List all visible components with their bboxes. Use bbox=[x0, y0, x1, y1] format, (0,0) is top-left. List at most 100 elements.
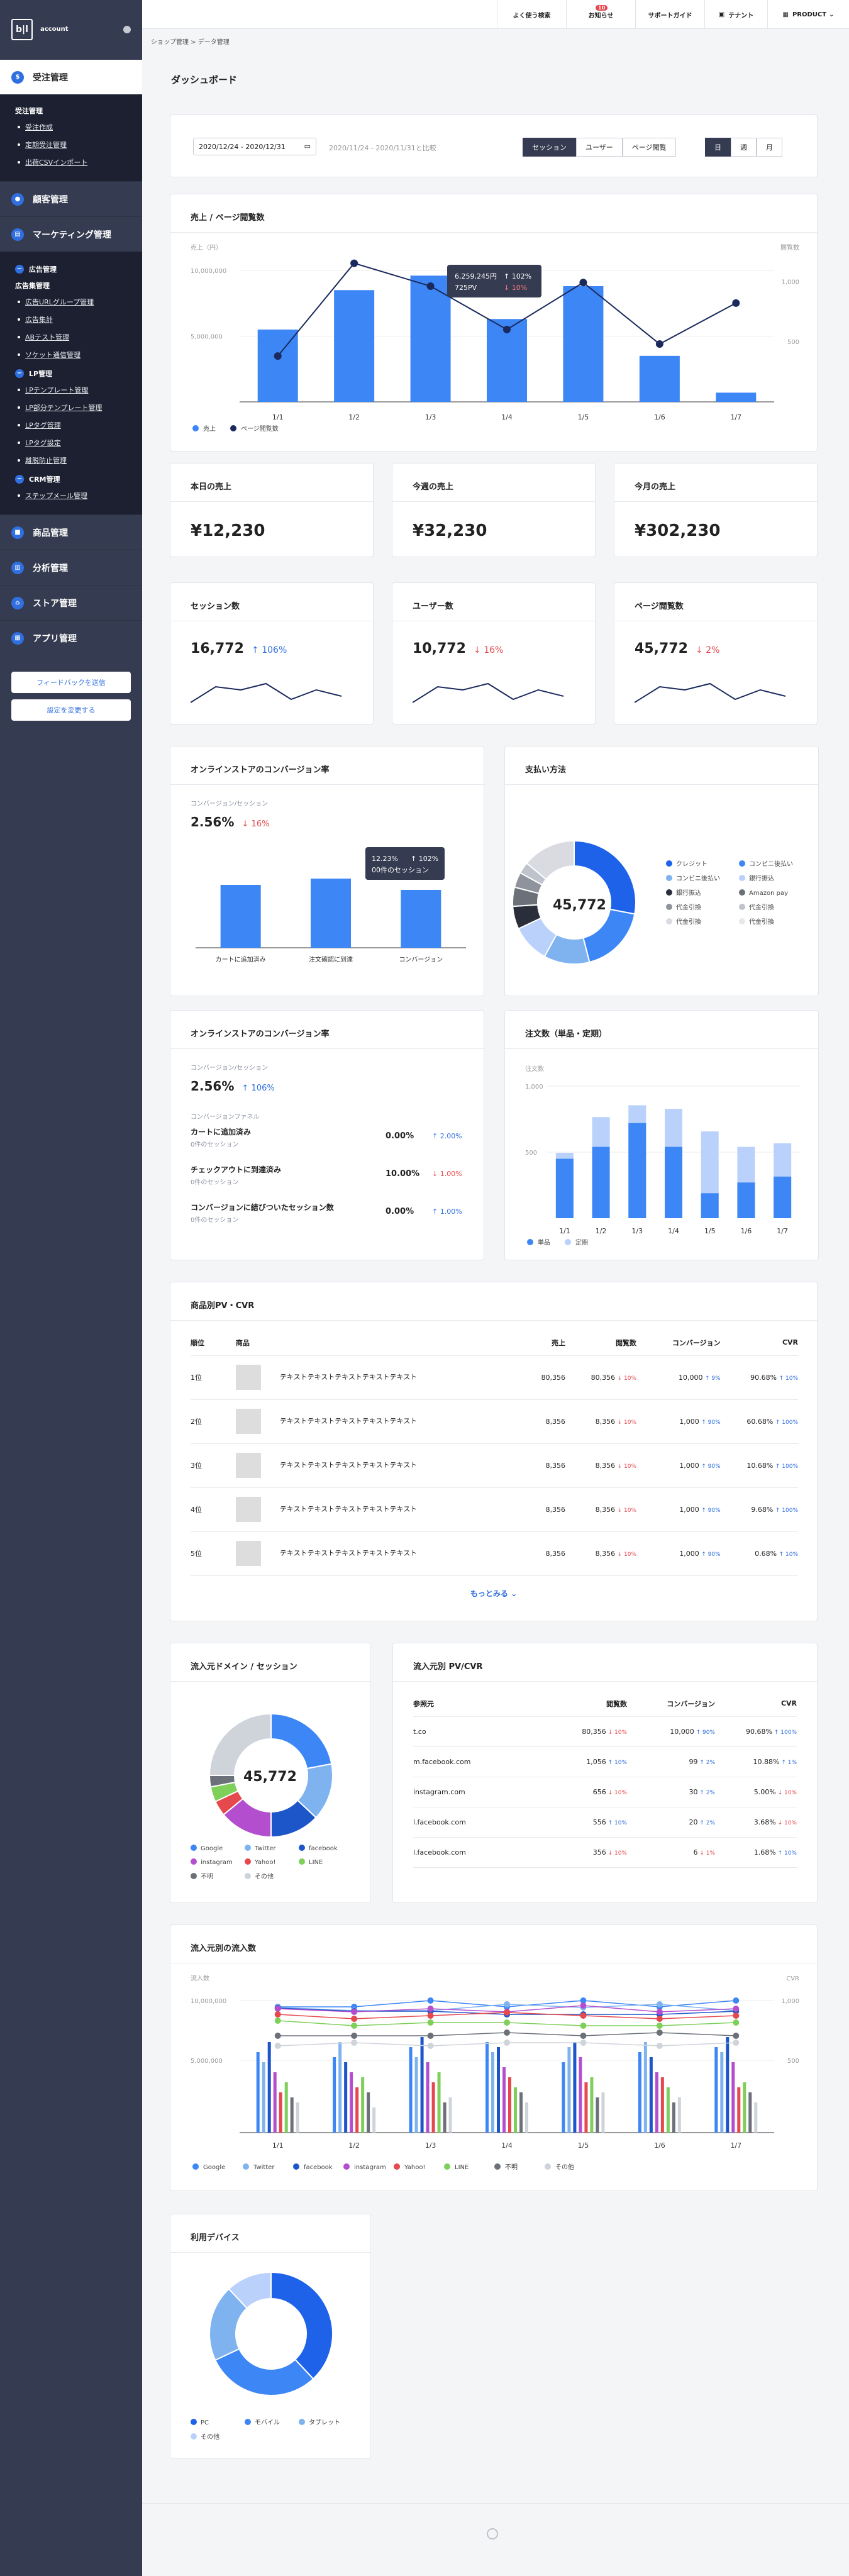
nav-marketing[interactable]: ▤ マーケティング管理 bbox=[0, 216, 142, 252]
table-row[interactable]: 1位 テキストテキストテキストテキストテキスト 80,356 80,356 ↓ 10%… bbox=[191, 1355, 798, 1400]
nav-app[interactable]: ▦ アプリ管理 bbox=[0, 620, 142, 655]
submenu-item[interactable]: 広告集計 bbox=[0, 311, 142, 328]
submenu-item[interactable]: LPテンプレート管理 bbox=[0, 381, 142, 399]
submenu-item[interactable]: 定期受注管理 bbox=[0, 136, 142, 153]
nav-products[interactable]: ■ 商品管理 bbox=[0, 514, 142, 550]
section-lp[interactable]: − LP管理 bbox=[0, 364, 142, 381]
conversion: 1,000 ↑ 90% bbox=[636, 1443, 721, 1488]
cell-value: ↑ 10% bbox=[606, 1759, 627, 1766]
legend-label: 銀行振込 bbox=[676, 890, 701, 897]
frequent-search[interactable]: よく使う検索 bbox=[497, 0, 566, 29]
table-row[interactable]: l.facebook.com 356 ↓ 10% 6 ↓ 1% 1.68% ↑ 10% bbox=[413, 1837, 797, 1868]
metric-label: 今月の売上 bbox=[635, 482, 676, 492]
legend-item: その他 bbox=[191, 2431, 245, 2441]
tab-day[interactable]: 日 bbox=[705, 138, 731, 157]
nav-orders[interactable]: $ 受注管理 bbox=[0, 59, 142, 94]
tab-month[interactable]: 月 bbox=[757, 138, 782, 157]
bar bbox=[754, 2102, 758, 2133]
logo[interactable]: b|l bbox=[11, 19, 33, 40]
metric-label: ページ閲覧数 bbox=[635, 602, 684, 611]
column-header[interactable]: 閲覧数 bbox=[539, 1691, 627, 1717]
submenu-item[interactable]: 広告URLグループ管理 bbox=[0, 293, 142, 311]
page-title: ダッシュボード bbox=[171, 74, 238, 86]
column-header[interactable]: 参照元 bbox=[413, 1691, 539, 1717]
product-switcher[interactable]: ▦ PRODUCT ⌄ bbox=[767, 0, 849, 29]
tab-week[interactable]: 週 bbox=[731, 138, 757, 157]
feedback-button[interactable]: フィードバックを送信 bbox=[11, 672, 131, 693]
column-header[interactable]: CVR bbox=[715, 1691, 797, 1717]
table-row[interactable]: l.facebook.com 556 ↑ 10% 20 ↑ 2% 3.68% ↓ 10… bbox=[413, 1807, 797, 1838]
metric-value: 10,772 bbox=[413, 641, 466, 657]
submenu-item[interactable]: 出荷CSVインポート bbox=[0, 153, 142, 171]
divider bbox=[505, 1048, 818, 1049]
settings-button[interactable]: 設定を変更する bbox=[11, 699, 131, 721]
cell-value: 1,000 bbox=[679, 1417, 699, 1426]
cell-value: ↑ 90% bbox=[694, 1729, 715, 1736]
tooltip-text: 725PV bbox=[455, 284, 477, 292]
legend-item: 代金引換 bbox=[739, 902, 812, 911]
nav-store[interactable]: ⌂ ストア管理 bbox=[0, 585, 142, 620]
submenu-item[interactable]: ソケット通信管理 bbox=[0, 346, 142, 364]
support-guide[interactable]: サポートガイド bbox=[635, 0, 704, 29]
tab-pageview[interactable]: ページ閲覧 bbox=[622, 138, 676, 157]
table-row[interactable]: 4位 テキストテキストテキストテキストテキスト 8,356 8,356 ↓ 10% 1,… bbox=[191, 1487, 798, 1532]
rank: 2位 bbox=[191, 1399, 236, 1444]
column-header[interactable]: 閲覧数 bbox=[565, 1330, 637, 1356]
submenu-item[interactable]: ステップメール管理 bbox=[0, 487, 142, 504]
legend-dot bbox=[293, 2163, 299, 2170]
account-name[interactable]: account bbox=[40, 26, 69, 33]
column-header[interactable]: コンバージョン bbox=[636, 1330, 721, 1356]
cell-value: ↓ 10% bbox=[617, 1507, 637, 1514]
line-point bbox=[351, 2016, 358, 2022]
nav-analysis[interactable]: ▥ 分析管理 bbox=[0, 550, 142, 585]
submenu-item[interactable]: 受注作成 bbox=[0, 118, 142, 136]
table-row[interactable]: 2位 テキストテキストテキストテキストテキスト 8,356 8,356 ↓ 10% 1,… bbox=[191, 1399, 798, 1444]
submenu-item[interactable]: LPタグ管理 bbox=[0, 416, 142, 434]
table-row[interactable]: m.facebook.com 1,056 ↑ 10% 99 ↑ 2% 10.88% ↑… bbox=[413, 1746, 797, 1777]
metric-value: ¥12,230 bbox=[191, 521, 265, 540]
submenu-item[interactable]: ABテスト管理 bbox=[0, 328, 142, 346]
notifications[interactable]: 10 お知らせ bbox=[566, 0, 635, 29]
footer-logo-icon bbox=[487, 2528, 498, 2540]
table-row[interactable]: 5位 テキストテキストテキストテキストテキスト 8,356 8,356 ↓ 10% 1,… bbox=[191, 1531, 798, 1576]
tooltip-text: 00件のセッション bbox=[372, 866, 429, 874]
session-card: ページ閲覧数 45,772 ↓ 2% bbox=[614, 582, 818, 724]
breadcrumb[interactable]: ショップ管理 > データ管理 bbox=[151, 39, 230, 46]
submenu-item[interactable]: LPタグ設定 bbox=[0, 434, 142, 452]
column-header[interactable]: 商品 bbox=[235, 1330, 494, 1356]
table-row[interactable]: 3位 テキストテキストテキストテキストテキスト 8,356 8,356 ↓ 10% 1,… bbox=[191, 1443, 798, 1488]
column-header[interactable]: コンバージョン bbox=[627, 1691, 715, 1717]
table-row[interactable]: instagram.com 656 ↓ 10% 30 ↑ 2% 5.00% ↓ 10% bbox=[413, 1777, 797, 1807]
section-ads[interactable]: − 広告管理 bbox=[0, 259, 142, 277]
bar bbox=[508, 2077, 511, 2133]
tab-session[interactable]: セッション bbox=[523, 138, 576, 157]
cell-value: 90.68% bbox=[746, 1727, 772, 1736]
column-header[interactable]: 売上 bbox=[494, 1330, 566, 1356]
legend-dot bbox=[527, 1239, 533, 1245]
column-header[interactable]: 順位 bbox=[191, 1330, 236, 1356]
legend-label: ページ閲覧数 bbox=[241, 425, 279, 433]
column-header[interactable]: CVR bbox=[720, 1330, 798, 1356]
y-left-label: 売上（円） bbox=[191, 243, 222, 252]
legend-label: LINE bbox=[455, 2164, 469, 2171]
tenant[interactable]: ▣ テナント bbox=[704, 0, 767, 29]
date-range-input[interactable]: 2020/12/24 - 2020/12/31 ▭ bbox=[193, 138, 316, 155]
submenu-item[interactable]: LP部分テンプレート管理 bbox=[0, 399, 142, 416]
metric-delta: ↓ 16% bbox=[474, 645, 504, 655]
tab-user[interactable]: ユーザー bbox=[576, 138, 623, 157]
submenu-item[interactable]: 離脱防止管理 bbox=[0, 452, 142, 469]
more-button[interactable]: もっとみる ⌄ bbox=[170, 1588, 817, 1599]
table-row[interactable]: t.co 80,356 ↓ 10% 10,000 ↑ 90% 90.68% ↑ 100… bbox=[413, 1716, 797, 1747]
section-crm[interactable]: − CRM管理 bbox=[0, 469, 142, 487]
legend-dot bbox=[245, 1873, 251, 1879]
minus-icon: − bbox=[15, 265, 24, 274]
tooltip bbox=[447, 265, 541, 297]
bar-single bbox=[555, 1158, 574, 1218]
bar bbox=[601, 2092, 605, 2133]
slice bbox=[582, 908, 636, 963]
bar-single bbox=[737, 1182, 755, 1218]
nav-label: 受注管理 bbox=[33, 72, 68, 83]
x-tick: 1/4 bbox=[501, 413, 513, 421]
slice bbox=[270, 2271, 333, 2380]
nav-customers[interactable]: ● 顧客管理 bbox=[0, 181, 142, 216]
